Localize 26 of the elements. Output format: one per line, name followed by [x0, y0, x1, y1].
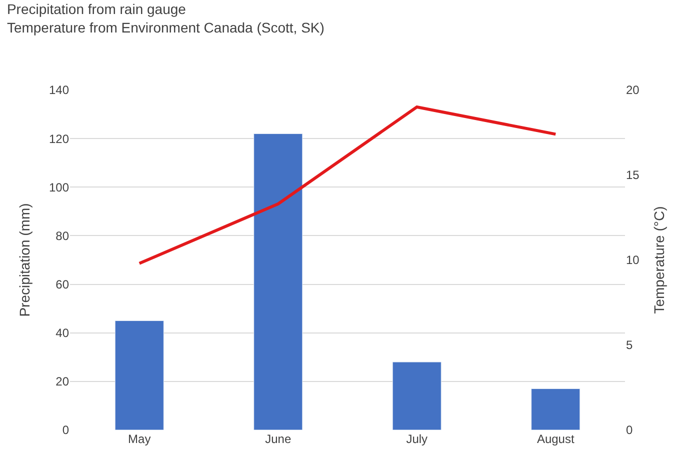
y-tick-label: 60	[56, 277, 70, 292]
y2-axis-title: Temperature (°C)	[650, 206, 667, 314]
y-tick-label: 120	[48, 132, 70, 146]
y2-tick-label: 15	[626, 168, 640, 182]
bar	[531, 388, 580, 430]
y2-tick-label: 10	[626, 253, 640, 268]
y-tick-label: 0	[62, 423, 70, 438]
y-axis-title: Precipitation (mm)	[16, 203, 33, 317]
line-series	[138, 106, 558, 265]
y-tick-label: 20	[56, 374, 70, 389]
y-tick-label: 40	[56, 326, 70, 340]
y-tick-label: 100	[48, 180, 70, 194]
x-tick-label: June	[265, 432, 292, 446]
x-tick-label: May	[128, 432, 151, 446]
chart-subtitle: Temperature from Environment Canada (Scott, SK)	[6, 19, 324, 36]
y2-tick-label: 20	[626, 83, 640, 98]
y-tick-label: 140	[48, 83, 70, 98]
bar	[254, 133, 303, 430]
bar	[114, 320, 164, 430]
chart-title: Precipitation from rain gauge	[6, 1, 186, 18]
x-tick-label: July	[406, 432, 428, 446]
y2-tick-label: 0	[626, 423, 633, 438]
y-tick-label: 80	[56, 228, 70, 243]
y2-tick-label: 5	[626, 338, 633, 352]
bar	[392, 362, 442, 430]
x-tick-label: August	[536, 432, 575, 446]
